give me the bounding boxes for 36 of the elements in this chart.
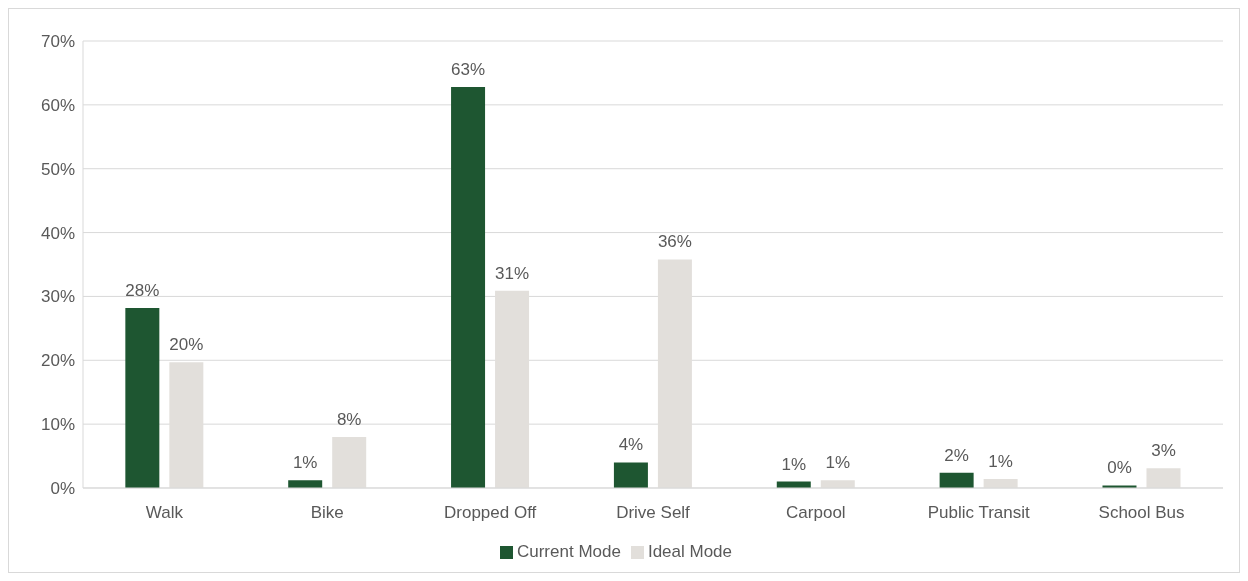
bar — [451, 86, 486, 488]
data-label: 1% — [988, 452, 1013, 472]
x-tick-label: Walk — [145, 503, 184, 523]
bar — [288, 480, 323, 488]
x-tick-label: Bike — [310, 503, 344, 523]
x-tick-label: Drive Self — [616, 503, 691, 523]
data-label: 4% — [618, 435, 644, 455]
data-label: 36% — [657, 232, 692, 252]
data-label: 1% — [825, 453, 851, 473]
y-tick-label: 70% — [40, 32, 75, 52]
y-tick-label: 10% — [40, 415, 75, 435]
y-tick-label: 60% — [40, 95, 75, 115]
legend-label: Ideal Mode — [647, 542, 733, 561]
data-label: 31% — [495, 263, 530, 283]
y-tick-label: 30% — [40, 287, 75, 307]
data-label: 28% — [125, 280, 160, 300]
data-label: 2% — [944, 445, 969, 465]
data-label: 0% — [1107, 458, 1132, 478]
x-tick-label: Public Transit — [927, 503, 1031, 523]
bar — [125, 307, 160, 488]
data-label: 20% — [169, 335, 204, 355]
data-label: 3% — [1151, 441, 1176, 461]
y-tick-label: 0% — [50, 479, 75, 499]
bar — [939, 472, 974, 488]
data-label: 63% — [451, 59, 486, 79]
data-label: 8% — [336, 409, 362, 429]
x-tick-label: Carpool — [786, 503, 846, 523]
x-tick-label: Dropped Off — [443, 503, 537, 523]
y-tick-label: 50% — [40, 159, 75, 179]
data-label: 1% — [292, 453, 318, 473]
y-tick-label: 20% — [40, 351, 75, 371]
y-tick-label: 40% — [40, 223, 75, 243]
bar — [613, 462, 648, 488]
legend-label: Current Mode — [516, 542, 621, 561]
x-tick-label: School Bus — [1098, 503, 1185, 523]
data-label: 1% — [781, 454, 807, 474]
